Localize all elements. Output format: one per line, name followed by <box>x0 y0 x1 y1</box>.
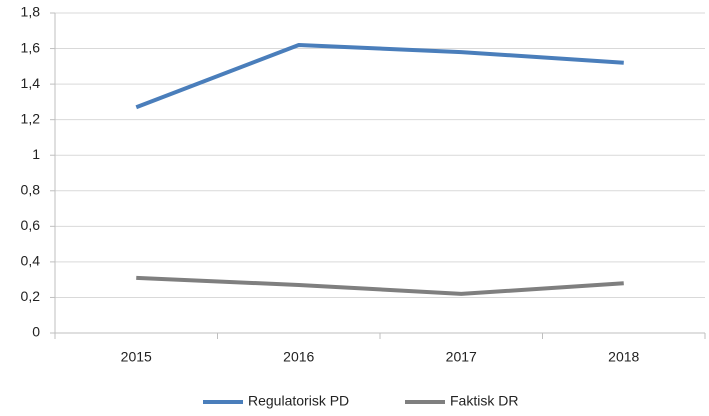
x-tick-label: 2017 <box>446 349 477 365</box>
y-tick-label: 0,8 <box>21 181 41 197</box>
series-line <box>136 275 624 296</box>
y-tick-label: 1,2 <box>21 110 41 126</box>
y-tick-label: 0,4 <box>21 253 41 269</box>
y-tick-label: 1,8 <box>21 4 41 20</box>
y-tick-label: 1 <box>32 146 40 162</box>
x-tick-label: 2018 <box>608 349 639 365</box>
x-tick-label: 2016 <box>283 349 314 365</box>
series-line <box>135 43 624 110</box>
legend-label: Faktisk DR <box>450 393 518 409</box>
x-tick-label: 2015 <box>121 349 152 365</box>
legend-label: Regulatorisk PD <box>248 393 349 409</box>
y-tick-label: 0,6 <box>21 217 41 233</box>
y-tick-label: 0,2 <box>21 288 41 304</box>
y-tick-label: 0 <box>32 324 40 340</box>
y-tick-label: 1,4 <box>21 75 41 91</box>
y-tick-label: 1,6 <box>21 39 41 55</box>
